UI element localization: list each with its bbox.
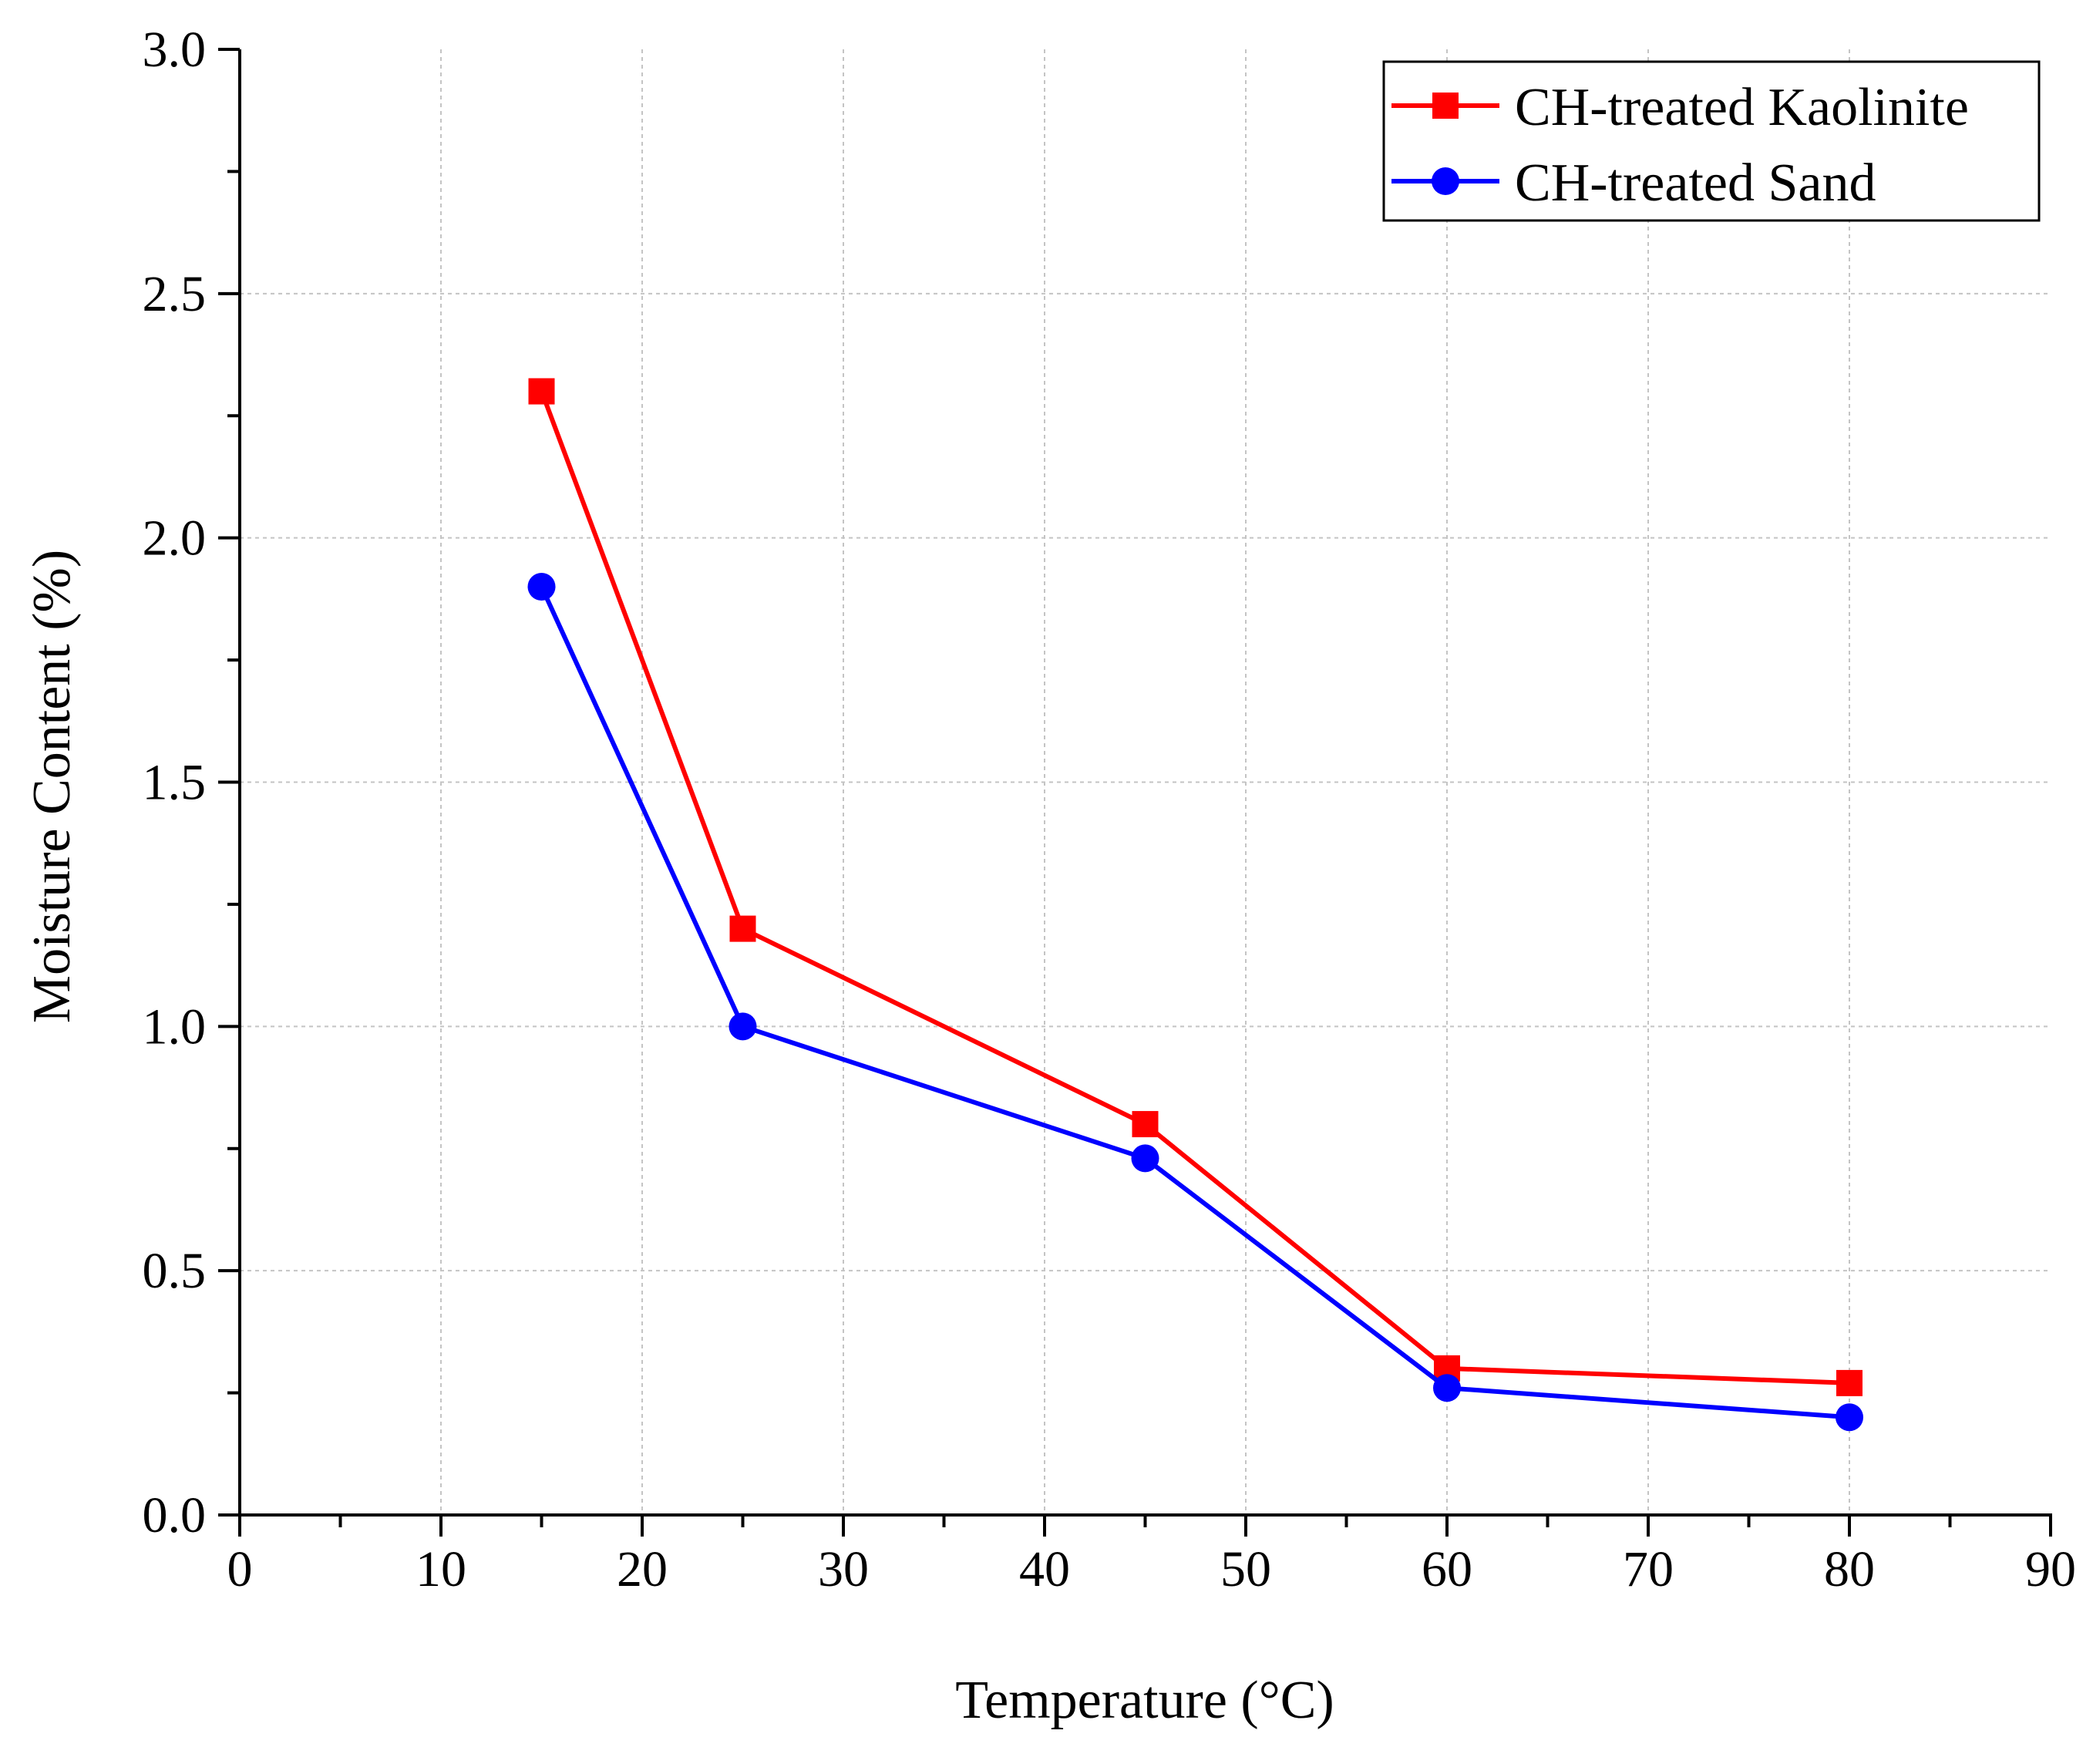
legend-marker-sand bbox=[1432, 167, 1459, 195]
legend-label-sand: CH-treated Sand bbox=[1515, 153, 1876, 213]
data-point-ch-treated-sand bbox=[729, 1012, 757, 1041]
data-point-ch-treated-sand bbox=[1836, 1403, 1863, 1432]
y-tick-label: 0.0 bbox=[143, 1487, 207, 1544]
x-tick-label: 70 bbox=[1623, 1541, 1674, 1597]
series-group bbox=[527, 378, 1863, 1432]
legend-label-kaolinite: CH-treated Kaolinite bbox=[1515, 78, 1969, 137]
data-point-ch-treated-kaolinite bbox=[729, 915, 756, 942]
x-tick-label: 60 bbox=[1422, 1541, 1472, 1597]
series-line-ch-treated-sand bbox=[539, 585, 1850, 1420]
x-tick-label: 30 bbox=[818, 1541, 869, 1597]
x-tick-label: 80 bbox=[1824, 1541, 1875, 1597]
y-tick-label: 2.5 bbox=[143, 266, 207, 322]
x-tick-label: 50 bbox=[1220, 1541, 1271, 1597]
y-tick-label: 0.5 bbox=[143, 1243, 207, 1299]
x-tick-label: 90 bbox=[2025, 1541, 2076, 1597]
x-tick-label: 40 bbox=[1019, 1541, 1070, 1597]
y-axis-title: Moisture Content (%) bbox=[22, 550, 82, 1023]
data-point-ch-treated-kaolinite bbox=[528, 378, 555, 405]
x-tick-label: 10 bbox=[416, 1541, 466, 1597]
data-point-ch-treated-kaolinite bbox=[1132, 1111, 1159, 1138]
y-tick-label: 1.0 bbox=[143, 998, 207, 1055]
ticks: 0 10 20 30 40 50 60 70 80 90 0.0 0.5 1.0 1.5 2.0 2.5 3.0 bbox=[143, 22, 2077, 1597]
y-tick-label: 2.0 bbox=[143, 510, 207, 567]
x-axis-title: Temperature (°C) bbox=[955, 1671, 1334, 1730]
grid bbox=[240, 49, 2051, 1515]
series-ch-treated-sand bbox=[527, 573, 1863, 1432]
series-line-ch-treated-kaolinite bbox=[539, 390, 1850, 1385]
data-point-ch-treated-kaolinite bbox=[1836, 1369, 1863, 1396]
y-tick-label: 1.5 bbox=[143, 755, 207, 811]
series-ch-treated-kaolinite bbox=[528, 378, 1863, 1396]
legend: CH-treated Kaolinite CH-treated Sand bbox=[1382, 60, 2041, 222]
x-tick-label: 20 bbox=[617, 1541, 668, 1597]
legend-frame bbox=[1382, 60, 2041, 222]
legend-marker-kaolinite bbox=[1432, 93, 1459, 119]
data-point-ch-treated-sand bbox=[527, 573, 556, 601]
data-point-ch-treated-sand bbox=[1433, 1374, 1461, 1402]
data-point-ch-treated-sand bbox=[1131, 1144, 1159, 1173]
y-tick-label: 3.0 bbox=[143, 22, 207, 78]
x-tick-label: 0 bbox=[227, 1541, 253, 1597]
